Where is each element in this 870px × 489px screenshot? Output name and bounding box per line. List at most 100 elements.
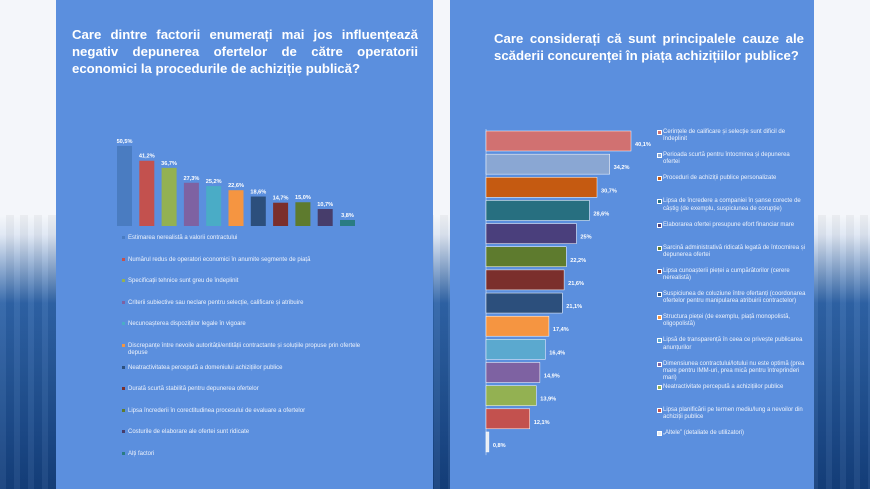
legend-label: Elaborarea ofertei presupune efort finan… bbox=[663, 221, 795, 228]
legend-label: Durată scurtă stabilită pentru depunerea… bbox=[128, 386, 259, 393]
legend-label: Dimensiunea contractului/lotului nu este… bbox=[663, 360, 805, 381]
legend-swatch bbox=[657, 199, 662, 205]
bar-value-label: 34,2% bbox=[614, 165, 630, 171]
legend-label: Lipsa cunoașterii pieței a cumpărătorilo… bbox=[663, 267, 790, 282]
legend-label: Structura pieței (de exemplu, piață mono… bbox=[663, 314, 791, 328]
legend-label: Lipsa de încredere a companiei în șanse … bbox=[663, 198, 801, 212]
legend-swatch bbox=[122, 344, 125, 347]
bar-11 bbox=[485, 362, 541, 383]
legend-swatch bbox=[122, 300, 125, 304]
bar-3 bbox=[161, 167, 177, 226]
legend-label: Numărul redus de operatori economici în … bbox=[128, 256, 311, 263]
bar-4 bbox=[485, 200, 590, 221]
bar-value-label: 21,6% bbox=[568, 281, 584, 287]
legend-swatch bbox=[657, 430, 662, 436]
bar-value-label: 22,2% bbox=[570, 258, 586, 264]
bar-8 bbox=[273, 202, 289, 226]
left-question-title: Care dintre factorii enumerați mai jos i… bbox=[72, 27, 418, 76]
legend-label: Neatractivitatea percepută a domeniului … bbox=[128, 364, 283, 371]
legend-swatch bbox=[122, 430, 125, 434]
legend-label: Suspiciunea de coluziune între ofertanți… bbox=[663, 291, 806, 305]
bar-6 bbox=[228, 190, 244, 226]
legend-label: Criterii subiective sau neclare pentru s… bbox=[128, 299, 304, 306]
bar-value-label: 13,9% bbox=[540, 397, 556, 403]
bar-12 bbox=[485, 385, 537, 406]
bar-value-label: 17,4% bbox=[553, 327, 569, 333]
legend-label: „Altele” (detaliate de utilizatori) bbox=[663, 429, 745, 436]
legend-label: Perioada scurtă pentru întocmirea și dep… bbox=[663, 152, 790, 166]
bar-1 bbox=[117, 146, 132, 226]
bar-14 bbox=[485, 431, 490, 453]
bar-4 bbox=[183, 182, 199, 226]
legend-swatch bbox=[657, 176, 662, 182]
bar-2 bbox=[139, 160, 155, 226]
legend-swatch bbox=[122, 387, 125, 391]
bar-value-label: 3,8% bbox=[341, 213, 354, 219]
bar-value-label: 41,2% bbox=[139, 154, 155, 160]
legend-swatch bbox=[122, 322, 125, 326]
legend-label: Sarcină administrativă ridicată legată d… bbox=[663, 244, 806, 258]
legend-swatch bbox=[657, 384, 662, 390]
bar-value-label: 14,9% bbox=[544, 374, 560, 380]
right-survey-panel: Care considerați că sunt principalele ca… bbox=[450, 0, 814, 489]
legend-swatch bbox=[657, 315, 662, 321]
legend-swatch bbox=[657, 130, 662, 135]
bar-8 bbox=[485, 292, 563, 314]
legend-swatch bbox=[122, 365, 125, 369]
legend-label: Neatractivitate percepută a achizițiilor… bbox=[663, 383, 784, 390]
legend-swatch bbox=[657, 245, 662, 251]
legend-label: Lipsa planificării pe termen mediu/lung … bbox=[663, 406, 803, 420]
bar-value-label: 40,1% bbox=[635, 142, 651, 148]
bar-2 bbox=[485, 153, 610, 175]
bar-value-label: 12,1% bbox=[534, 420, 550, 426]
legend-label: Estimarea nerealistă a valorii contractu… bbox=[128, 235, 238, 241]
bar-value-label: 21,1% bbox=[566, 304, 582, 310]
left-survey-panel: Care dintre factorii enumerați mai jos i… bbox=[56, 0, 433, 489]
bar-value-label: 18,6% bbox=[250, 190, 266, 196]
right-question-title: Care considerați că sunt principalele ca… bbox=[494, 31, 804, 63]
bar-value-label: 30,7% bbox=[601, 188, 617, 194]
bar-3 bbox=[485, 177, 598, 198]
legend-swatch bbox=[657, 361, 662, 367]
legend-label: Alți factori bbox=[128, 451, 155, 457]
legend-label: Discrepanțe între nevoile autorității/en… bbox=[128, 343, 361, 357]
bar-value-label: 0,8% bbox=[493, 443, 506, 449]
legend-label: Costurile de elaborare ale ofertei sunt … bbox=[128, 429, 250, 436]
bar-5 bbox=[485, 223, 577, 244]
bar-value-label: 50,5% bbox=[117, 139, 133, 145]
legend-label: Lipsă de transparență în ceea ce priveșt… bbox=[663, 337, 803, 351]
bar-10 bbox=[485, 339, 546, 360]
legend-swatch bbox=[122, 279, 125, 283]
bar-7 bbox=[250, 196, 266, 226]
legend-label: Lipsa încrederii în corectitudinea proce… bbox=[128, 407, 306, 414]
vertical-bar-chart: 50,5% 41,2% 36,7% 27,3% 25,2% 22,6% 18,6% 14,7%… bbox=[117, 139, 355, 226]
bar-value-label: 16,4% bbox=[549, 350, 565, 356]
bar-value-label: 27,3% bbox=[183, 176, 199, 182]
bar-value-label: 28,6% bbox=[593, 211, 609, 217]
legend-swatch bbox=[657, 407, 662, 413]
bar-13 bbox=[485, 408, 531, 430]
bar-value-label: 10,7% bbox=[317, 202, 333, 208]
legend-label: Necunoașterea dispozițiilor legale în vi… bbox=[128, 321, 246, 328]
horizontal-bar-chart: 40,1% 34,2% 30,7% 28,6% 25% 22,2% 21,6% 21,1% 17… bbox=[485, 129, 651, 456]
bar-11 bbox=[340, 219, 355, 226]
bar-value-label: 25% bbox=[580, 235, 591, 241]
legend-swatch bbox=[657, 268, 662, 274]
bar-5 bbox=[206, 186, 222, 226]
bar-10 bbox=[317, 209, 333, 226]
legend-swatch bbox=[122, 257, 125, 261]
legend-swatch bbox=[122, 236, 125, 239]
bar-value-label: 22,6% bbox=[228, 183, 244, 189]
bar-9 bbox=[295, 202, 311, 226]
legend-label: Cerințele de calificare și selecție sunt… bbox=[663, 129, 786, 143]
legend-swatch bbox=[122, 408, 125, 412]
legend-swatch bbox=[657, 153, 662, 159]
legend-swatch bbox=[657, 292, 662, 298]
legend-label: Proceduri de achiziții publice personali… bbox=[663, 175, 777, 182]
bar-value-label: 15,0% bbox=[295, 195, 311, 201]
legend-swatch bbox=[122, 452, 125, 455]
legend-swatch bbox=[657, 222, 662, 228]
bar-9 bbox=[485, 315, 550, 337]
bar-6 bbox=[485, 246, 567, 267]
bar-7 bbox=[485, 269, 565, 291]
